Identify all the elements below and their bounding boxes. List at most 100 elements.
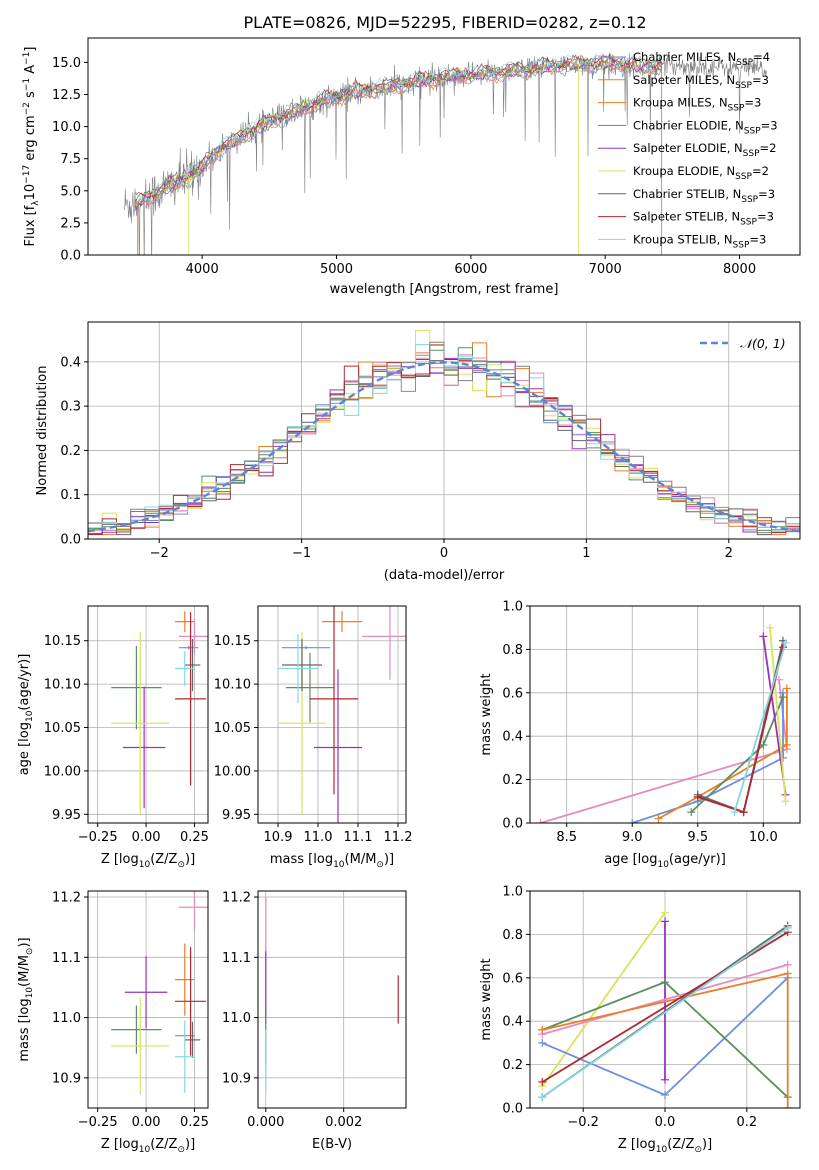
mass-weight-line	[541, 927, 789, 1098]
y-axis-label: age [log10(age/yr)]	[17, 654, 35, 776]
x-axis-label-part: (M/M	[345, 852, 377, 867]
mass-vs-z-plot-area	[111, 891, 208, 1095]
x-tick-label: −0.25	[78, 1115, 118, 1130]
legend-entry-part: SSP	[733, 240, 750, 250]
y-tick-label: 10.10	[214, 678, 251, 693]
legend-entry-part: Chabrier MILES, N	[633, 50, 736, 64]
panels: 4000 5000 6000 7000 80000.02.55.07.510.012.5…	[17, 37, 801, 1155]
x-tick-label: 0.25	[180, 830, 209, 845]
x-tick-label: 5000	[320, 262, 353, 277]
x-axis-label-part: mass [log	[270, 852, 333, 867]
mass-weight-line	[541, 912, 666, 1087]
x-axis-label-part: )]	[185, 852, 195, 867]
axes-frame	[87, 890, 209, 1109]
x-axis-label-part: Z [log	[101, 852, 139, 867]
axes-frame	[529, 605, 801, 824]
legend-entry: Chabrier STELIB, NSSP=3	[633, 187, 775, 205]
weight-vs-age-plot-area	[536, 623, 791, 823]
x-tick-label: 8.5	[556, 830, 577, 845]
x-axis-label-part: ⊙	[177, 860, 185, 870]
errorbar-point	[282, 638, 322, 692]
y-tick-label: 11.1	[52, 951, 81, 966]
y-tick-label: 9.95	[222, 808, 251, 823]
x-axis-label-part: 10	[139, 1145, 151, 1155]
y-tick-label: 0.0	[502, 1102, 523, 1117]
x-tick-label: −0.2	[567, 1115, 599, 1130]
x-tick-label: −0.25	[78, 830, 118, 845]
x-axis-label: E(B-V)	[312, 1137, 352, 1152]
x-tick-label: 10.0	[749, 830, 778, 845]
y-tick-label: 10.9	[52, 1071, 81, 1086]
y-axis-label-part: )]	[17, 937, 32, 947]
axes-frame	[87, 37, 801, 256]
x-tick-label: 0.2	[736, 1115, 757, 1130]
mass-weight-line	[657, 688, 788, 820]
errorbar-point	[178, 645, 199, 650]
y-axis-label-part: 10	[25, 710, 35, 722]
y-tick-label: 10.10	[44, 678, 81, 693]
mass-vs-ebv-plot-area	[265, 897, 399, 1090]
legend-entry-part: SSP	[743, 149, 760, 159]
x-axis-label-part: ⊙	[376, 860, 384, 870]
legend-entry-part: Kroupa MILES, N	[633, 96, 728, 110]
y-axis-label-part: ]	[23, 47, 38, 52]
legend-entry-part: Salpeter MILES, N	[633, 73, 735, 87]
y-tick-label: 10.9	[222, 1071, 251, 1086]
y-tick-label: 0.6	[502, 686, 523, 701]
legend-entry-part: =2	[760, 141, 777, 155]
residual-histogram-line	[88, 341, 800, 534]
y-axis-label-part: −1	[22, 52, 32, 65]
y-axis-label-part: mass [log	[17, 998, 32, 1061]
age-vs-mass-panel: 10.9 11.0 11.1 11.2 9.95 10.00 10.05 10.10 10.15…	[214, 605, 413, 870]
y-tick-label: 10.05	[44, 721, 81, 736]
legend-entry-part: Salpeter STELIB, N	[633, 210, 740, 224]
y-axis-label-part: −17	[22, 165, 32, 184]
errorbar-point	[111, 632, 170, 815]
x-axis-label-part: Z [log	[101, 1137, 139, 1152]
errorbar-point	[282, 645, 330, 650]
legend-entry-part: SSP	[735, 81, 752, 91]
x-tick-label: 0.00	[132, 830, 161, 845]
y-axis-label-part: −1	[22, 78, 32, 91]
y-tick-label: 10.15	[214, 634, 251, 649]
errorbar-point	[184, 1021, 201, 1058]
x-axis-label-part: 10	[656, 1145, 668, 1155]
y-tick-label: 9.95	[52, 808, 81, 823]
x-axis-label-part: (Z/Z	[150, 852, 177, 867]
y-axis-label: mass [log10(M/M⊙)]	[17, 937, 35, 1061]
errorbar-point	[111, 997, 170, 1095]
errorbar-point	[175, 651, 195, 686]
mass-weight-line	[733, 642, 787, 813]
x-tick-label: 6000	[454, 262, 487, 277]
legend-entry: Kroupa ELODIE, NSSP=2	[633, 164, 769, 182]
x-tick-label: 1	[582, 546, 590, 561]
errorbar-point	[278, 633, 318, 704]
legend-entry-part: Chabrier STELIB, N	[633, 187, 741, 201]
weight-vs-z-panel: −0.2 0.0 0.2 0.0 0.2 0.4 0.6 0.8 1.0 Z [log10(Z/Z…	[479, 885, 801, 1155]
errorbar-point	[286, 652, 334, 723]
y-tick-label: 0.2	[502, 773, 523, 788]
y-tick-label: 0.4	[502, 1015, 523, 1030]
x-axis-label-part: age [log	[604, 852, 657, 867]
y-tick-label: 7.5	[60, 152, 81, 167]
legend-entry-part: =3	[744, 96, 761, 110]
errorbar-point	[362, 606, 406, 680]
x-tick-label: 0	[440, 546, 448, 561]
legend-entry: Chabrier MILES, NSSP=4	[633, 50, 770, 68]
x-tick-label: 11.2	[384, 830, 413, 845]
x-tick-label: 10.9	[264, 830, 293, 845]
errorbar-point	[124, 956, 168, 1029]
legend-entry-part: SSP	[735, 172, 752, 182]
x-axis-label: Z [log10(Z/Z⊙)]	[618, 1137, 712, 1155]
y-axis-label-part: 10	[25, 987, 35, 999]
figure-title: PLATE=0826, MJD=52295, FIBERID=0282, z=0…	[243, 13, 646, 32]
x-axis-label: Z [log10(Z/Z⊙)]	[101, 1137, 195, 1155]
errorbar-point	[175, 612, 207, 786]
age-vs-mass-plot-area	[278, 606, 406, 823]
x-tick-label: 0.00	[132, 1115, 161, 1130]
legend-entry-part: SSP	[744, 126, 761, 136]
x-axis-label-part: (age/yr)]	[669, 852, 726, 867]
y-tick-label: 2.5	[60, 216, 81, 231]
